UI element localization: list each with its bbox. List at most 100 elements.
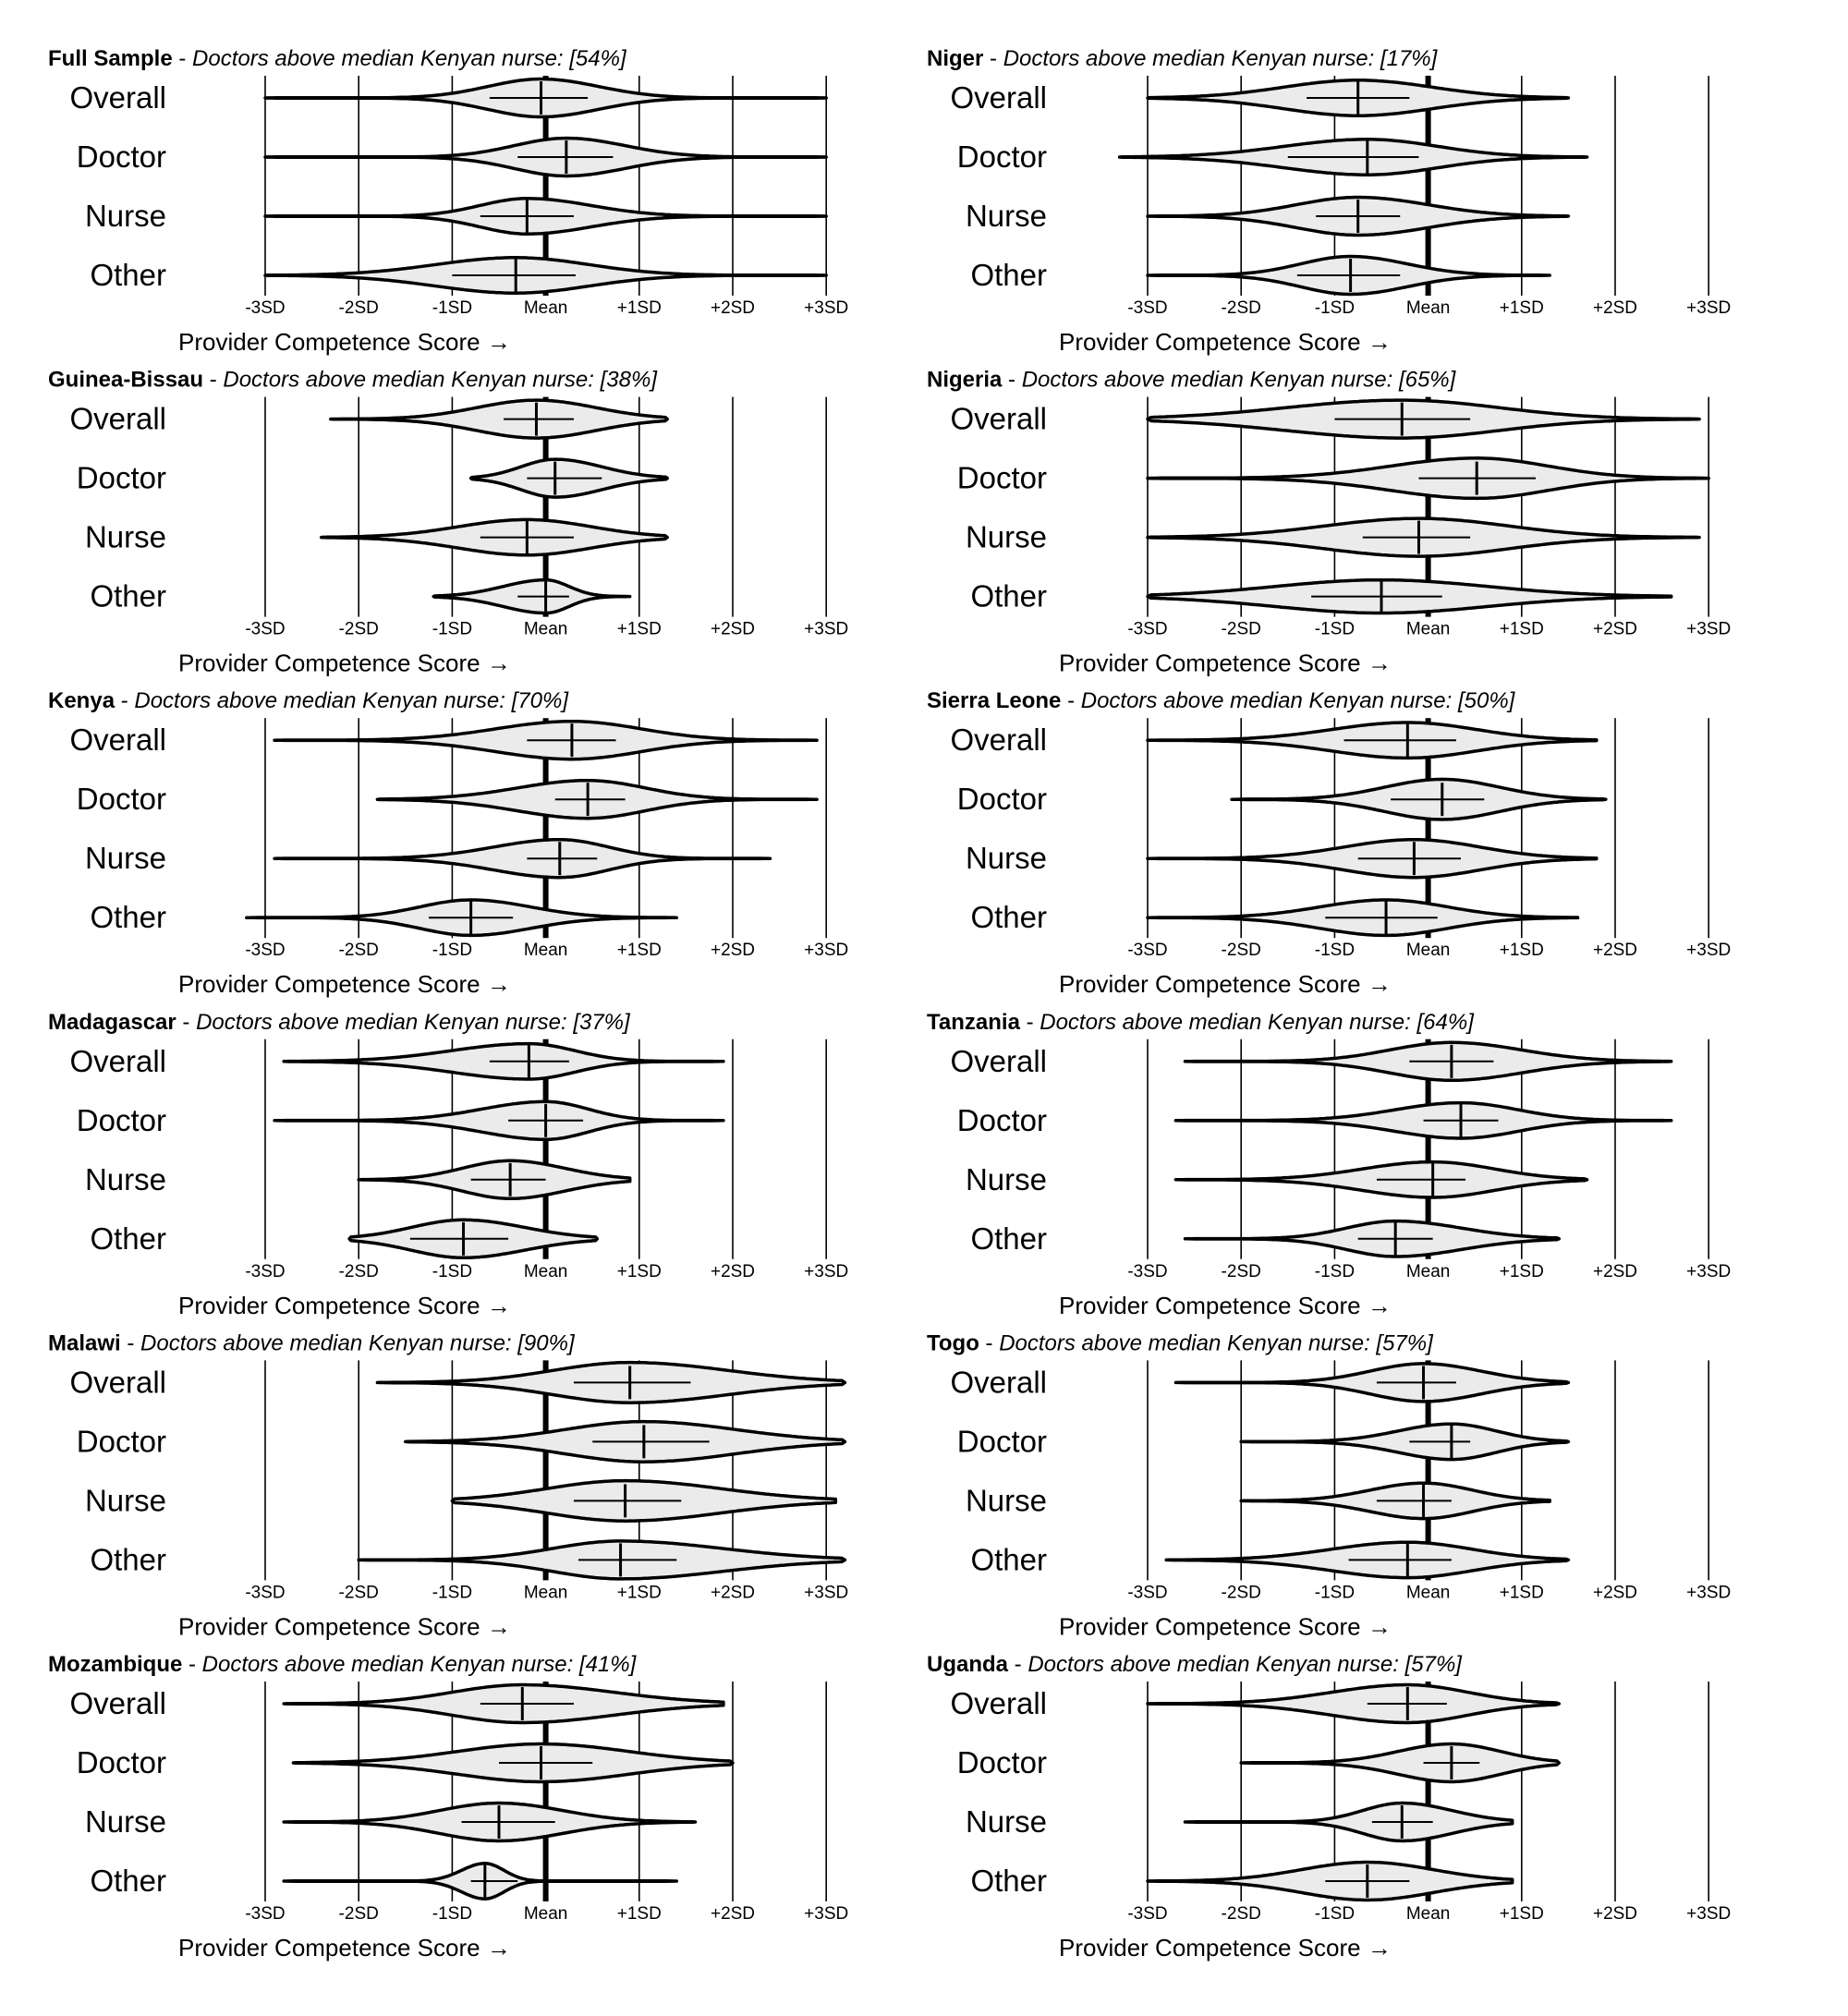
panel-country: Kenya <box>48 688 116 713</box>
tick-label: +1SD <box>1500 298 1544 318</box>
panel-niger: Niger - Doctors above median Kenyan nurs… <box>927 46 1731 356</box>
title-separator: - <box>1008 1652 1027 1677</box>
row-label: Nurse <box>966 1804 1047 1839</box>
tick-label: +1SD <box>1500 1583 1544 1602</box>
panel-title: Tanzania - Doctors above median Kenyan n… <box>927 1010 1475 1035</box>
tick-label: +3SD <box>1686 1904 1731 1924</box>
tick-label: +2SD <box>1593 1583 1637 1602</box>
row-label: Overall <box>950 723 1047 757</box>
row-label: Other <box>90 1221 166 1256</box>
tick-label: -3SD <box>245 298 285 318</box>
axis-label: Provider Competence Score → <box>178 650 511 677</box>
tick-label: +3SD <box>804 941 848 960</box>
title-prefix: Doctors above median Kenyan nurse: <box>1003 46 1380 71</box>
title-separator: - <box>182 1652 201 1677</box>
row-label: Overall <box>69 723 166 757</box>
row-label: Doctor <box>957 1424 1047 1458</box>
row-label: Other <box>90 900 166 934</box>
row-label: Other <box>970 900 1047 934</box>
title-separator: - <box>979 1330 999 1355</box>
tick-label: -3SD <box>245 620 285 639</box>
tick-label: +1SD <box>617 1904 662 1924</box>
row-label: Overall <box>950 80 1047 115</box>
title-prefix: Doctors above median Kenyan nurse: <box>999 1330 1376 1355</box>
panel-full-sample: Full Sample - Doctors above median Kenya… <box>48 46 848 356</box>
tick-label: -3SD <box>1127 941 1167 960</box>
panel-country: Sierra Leone <box>927 688 1061 713</box>
tick-label: +3SD <box>1686 298 1731 318</box>
tick-label: +2SD <box>1593 298 1637 318</box>
panel-title: Togo - Doctors above median Kenyan nurse… <box>927 1330 1434 1355</box>
violin-doctor <box>1239 1742 1562 1784</box>
panel-title: Nigeria - Doctors above median Kenyan nu… <box>927 368 1457 393</box>
doctors-above-pct: [17%] <box>1380 46 1439 71</box>
tick-label: +2SD <box>711 620 755 639</box>
row-label: Other <box>90 1542 166 1576</box>
panel-title: Sierra Leone - Doctors above median Keny… <box>927 688 1516 713</box>
axis-label: Provider Competence Score → <box>178 1934 511 1961</box>
axis-label: Provider Competence Score → <box>1059 1292 1392 1319</box>
tick-label: -3SD <box>1127 298 1167 318</box>
panel-title: Madagascar - Doctors above median Kenyan… <box>48 1010 631 1035</box>
row-label: Other <box>970 579 1047 613</box>
tick-label: -2SD <box>1222 1262 1261 1281</box>
row-label: Overall <box>69 1686 166 1720</box>
tick-label: +2SD <box>1593 1904 1637 1924</box>
row-label: Overall <box>950 1686 1047 1720</box>
tick-label: +1SD <box>1500 620 1544 639</box>
panel-kenya: Kenya - Doctors above median Kenyan nurs… <box>48 688 848 998</box>
tick-label: Mean <box>1406 298 1451 318</box>
panel-country: Madagascar <box>48 1010 176 1035</box>
tick-label: +3SD <box>1686 620 1731 639</box>
title-separator: - <box>1002 368 1021 393</box>
tick-label: +3SD <box>804 1904 848 1924</box>
title-separator: - <box>176 1010 196 1035</box>
row-label: Doctor <box>77 1424 166 1458</box>
title-separator: - <box>121 1330 140 1355</box>
panel-sierra-leone: Sierra Leone - Doctors above median Keny… <box>927 688 1731 998</box>
doctors-above-pct: [64%] <box>1416 1010 1475 1035</box>
tick-label: +1SD <box>1500 941 1544 960</box>
tick-label: +1SD <box>1500 1904 1544 1924</box>
axis-label: Provider Competence Score → <box>178 970 511 998</box>
row-label: Nurse <box>85 520 166 554</box>
panel-malawi: Malawi - Doctors above median Kenyan nur… <box>48 1330 848 1640</box>
violin-nurse <box>1183 1801 1514 1843</box>
axis-label: Provider Competence Score → <box>178 328 511 356</box>
tick-label: +2SD <box>711 1904 755 1924</box>
doctors-above-pct: [50%] <box>1457 688 1516 713</box>
panel-country: Full Sample <box>48 46 173 71</box>
row-label: Other <box>970 258 1047 292</box>
tick-label: Mean <box>524 1262 568 1281</box>
tick-label: -2SD <box>339 1583 379 1602</box>
panel-country: Tanzania <box>927 1010 1021 1035</box>
tick-label: Mean <box>1406 1904 1451 1924</box>
title-separator: - <box>203 368 223 393</box>
tick-label: -1SD <box>432 941 472 960</box>
tick-label: +1SD <box>617 298 662 318</box>
tick-label: -1SD <box>1315 298 1355 318</box>
row-label: Doctor <box>77 461 166 495</box>
title-prefix: Doctors above median Kenyan nurse: <box>134 688 511 713</box>
panel-title: Malawi - Doctors above median Kenyan nur… <box>48 1330 576 1355</box>
panel-title: Niger - Doctors above median Kenyan nurs… <box>927 46 1439 71</box>
tick-label: -1SD <box>1315 1262 1355 1281</box>
row-label: Overall <box>69 1365 166 1399</box>
tick-label: +3SD <box>804 1583 848 1602</box>
title-prefix: Doctors above median Kenyan nurse: <box>223 368 600 393</box>
panel-country: Nigeria <box>927 368 1003 393</box>
tick-label: +2SD <box>1593 1262 1637 1281</box>
title-separator: - <box>173 46 192 71</box>
tick-label: +2SD <box>711 298 755 318</box>
title-prefix: Doctors above median Kenyan nurse: <box>1027 1652 1404 1677</box>
tick-label: Mean <box>524 941 568 960</box>
tick-label: -1SD <box>432 1904 472 1924</box>
tick-label: -1SD <box>1315 1904 1355 1924</box>
tick-label: Mean <box>524 1583 568 1602</box>
tick-label: -2SD <box>339 620 379 639</box>
panel-uganda: Uganda - Doctors above median Kenyan nur… <box>927 1652 1731 1961</box>
axis-label: Provider Competence Score → <box>1059 650 1392 677</box>
title-prefix: Doctors above median Kenyan nurse: <box>1081 688 1458 713</box>
row-label: Doctor <box>77 1745 166 1779</box>
tick-label: -3SD <box>1127 620 1167 639</box>
